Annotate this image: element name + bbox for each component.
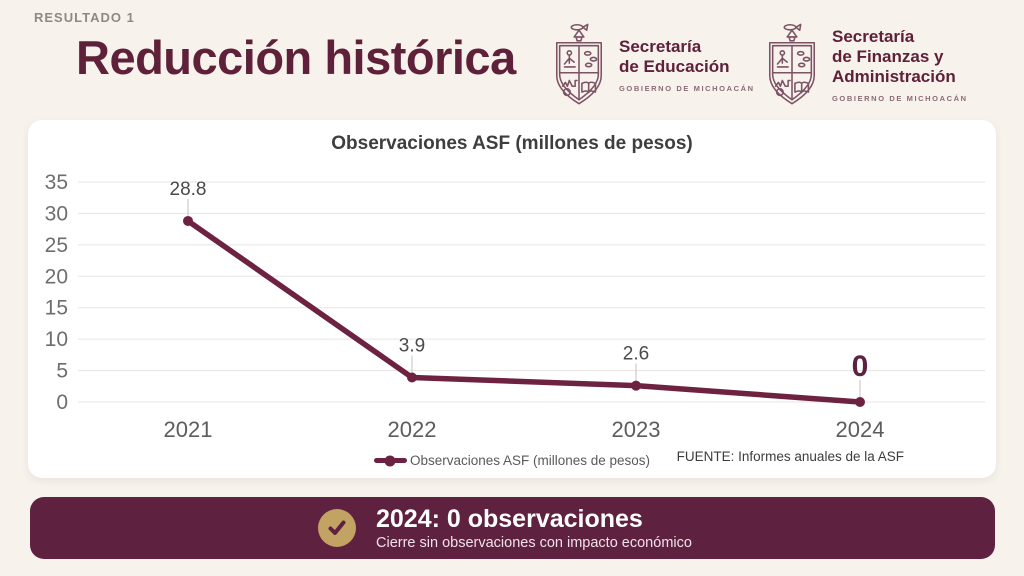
chart-title: Observaciones ASF (millones de pesos) (331, 133, 693, 154)
y-tick-label: 35 (45, 171, 68, 194)
check-icon (318, 509, 356, 547)
chart-card: Observaciones ASF (millones de pesos) 0 5… (28, 120, 996, 478)
data-point-marker (183, 215, 193, 226)
data-point-marker (407, 372, 417, 383)
y-tick-label: 10 (45, 328, 68, 351)
data-point-label: 28.8 (170, 179, 207, 200)
logo-finance-line2: de Finanzas y (832, 47, 944, 66)
page-title: Reducción histórica (76, 31, 516, 84)
series-line (185, 218, 863, 405)
michoacan-shield-icon (555, 23, 603, 105)
x-tick-label: 2021 (164, 417, 213, 442)
data-point-label: 3.9 (399, 335, 425, 356)
chart-legend: Observaciones ASF (millones de pesos) (28, 453, 996, 468)
data-point-label: 2.6 (623, 344, 649, 365)
logo-finance-line3: Administración (832, 67, 956, 86)
data-point-label: 0 (852, 350, 869, 383)
y-tick-label: 20 (45, 265, 68, 288)
y-tick-label: 0 (56, 391, 68, 414)
chart-source: FUENTE: Informes anuales de la ASF (676, 449, 904, 464)
x-tick-label: 2022 (388, 417, 437, 442)
logo-finance-line1: Secretaría (832, 27, 915, 46)
michoacan-shield-icon (768, 23, 816, 105)
check-glyph (328, 520, 346, 535)
logo-education-line1: Secretaría (619, 37, 702, 56)
y-tick-label: 25 (45, 234, 68, 257)
y-tick-label: 15 (45, 297, 68, 320)
line-chart: 0 5 10 15 20 25 30 35 2021 2022 2023 2024 28.8 3.9 2.6… (45, 171, 985, 442)
y-tick-label: 5 (56, 360, 68, 383)
logo-education-government: GOBIERNO DE MICHOACÁN (619, 84, 755, 93)
result-banner: 2024: 0 observaciones Cierre sin observa… (30, 497, 995, 559)
x-tick-label: 2023 (612, 417, 661, 442)
logo-finance-government: GOBIERNO DE MICHOACÁN (832, 94, 968, 103)
legend-line-marker-icon (373, 458, 407, 463)
banner-subtitle: Cierre sin observaciones con impacto eco… (376, 535, 692, 551)
logo-education-line2: de Educación (619, 57, 730, 76)
data-point-marker (631, 380, 641, 391)
x-tick-label: 2024 (836, 417, 885, 442)
logo-secretaria-educacion: Secretaría de Educación GOBIERNO DE MICH… (550, 22, 755, 108)
logo-secretaria-finanzas: Secretaría de Finanzas y Administración … (763, 22, 968, 108)
y-tick-label: 30 (45, 202, 68, 225)
legend-label: Observaciones ASF (millones de pesos) (409, 453, 651, 468)
slide-kicker: RESULTADO 1 (34, 10, 135, 25)
data-point-marker (855, 397, 865, 407)
banner-title: 2024: 0 observaciones (376, 505, 643, 533)
